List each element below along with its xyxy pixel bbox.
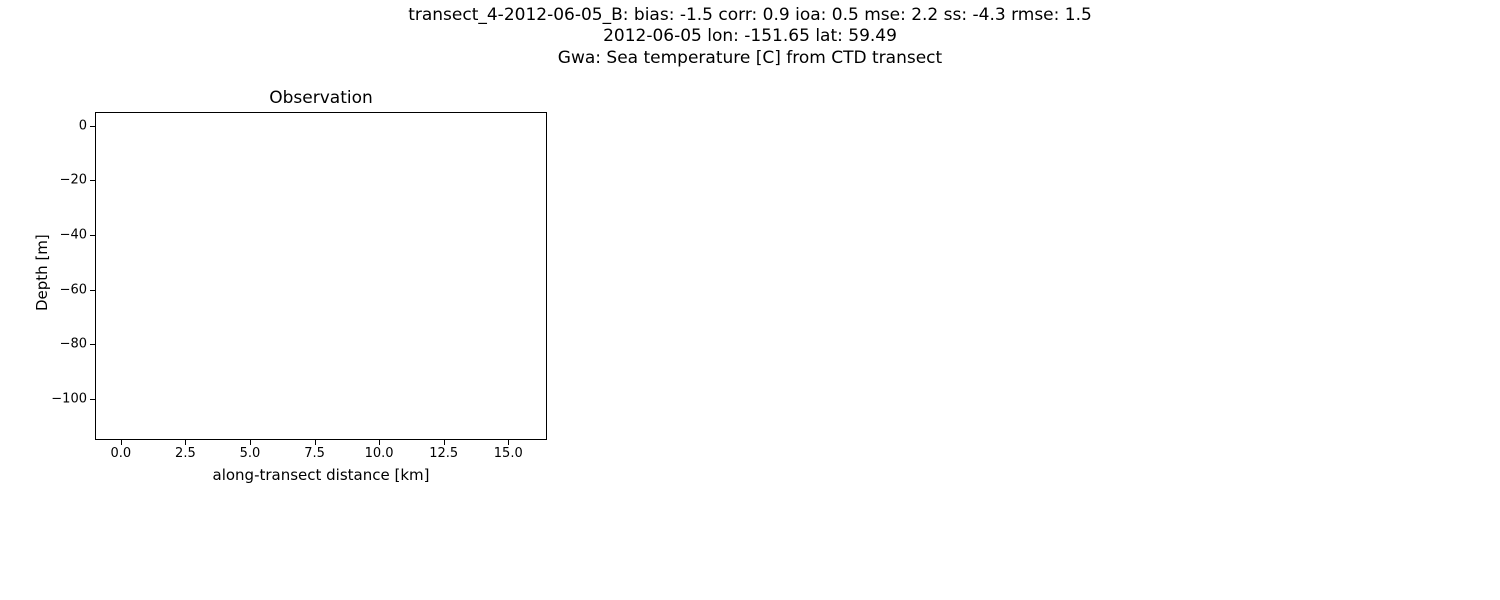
xtick: 0.0 xyxy=(110,446,131,461)
xtick: 15.0 xyxy=(494,446,523,461)
ytick: −100 xyxy=(47,392,87,407)
xlabel: along-transect distance [km] xyxy=(95,466,547,484)
xtick: 10.0 xyxy=(365,446,394,461)
suptitle-line2: 2012-06-05 lon: -151.65 lat: 59.49 xyxy=(0,26,1500,47)
xtick: 5.0 xyxy=(240,446,261,461)
panel-title-0: Observation xyxy=(95,88,547,108)
axes-0 xyxy=(95,112,547,440)
suptitle: transect_4-2012-06-05_B: bias: -1.5 corr… xyxy=(0,5,1500,69)
xtick: 12.5 xyxy=(429,446,458,461)
figure: transect_4-2012-06-05_B: bias: -1.5 corr… xyxy=(0,0,1500,600)
ytick: −80 xyxy=(47,337,87,352)
suptitle-line1: transect_4-2012-06-05_B: bias: -1.5 corr… xyxy=(0,5,1500,26)
ylabel: Depth [m] xyxy=(33,234,51,311)
ytick: −20 xyxy=(47,173,87,188)
ytick: −60 xyxy=(47,282,87,297)
ytick: 0 xyxy=(47,118,87,133)
xtick: 7.5 xyxy=(304,446,325,461)
ytick: −40 xyxy=(47,228,87,243)
suptitle-line3: Gwa: Sea temperature [C] from CTD transe… xyxy=(0,48,1500,69)
xtick: 2.5 xyxy=(175,446,196,461)
